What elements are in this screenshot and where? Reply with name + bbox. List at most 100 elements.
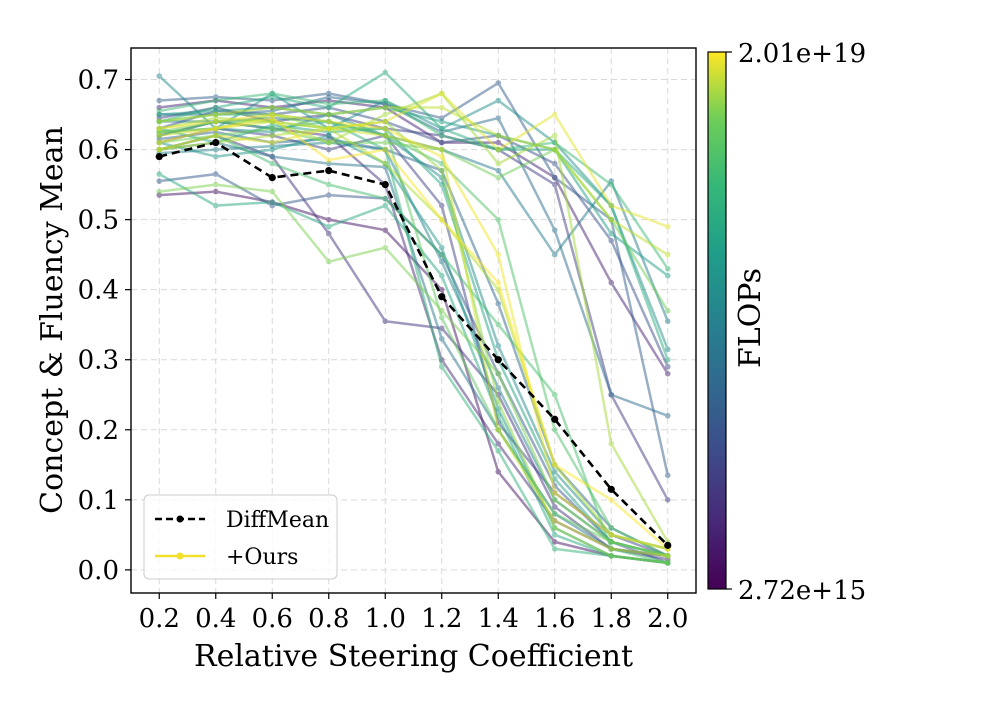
series-point xyxy=(495,279,502,286)
series-point xyxy=(156,178,163,184)
series-point xyxy=(551,251,558,258)
series-point xyxy=(608,440,615,447)
series-point xyxy=(156,132,163,139)
diffmean-point xyxy=(381,181,389,189)
series-point xyxy=(608,532,615,538)
x-axis-label: Relative Steering Coefficient xyxy=(194,639,633,674)
series-run-34 xyxy=(156,90,671,230)
series-point xyxy=(325,157,332,163)
series-point xyxy=(495,370,502,377)
series-point xyxy=(382,69,389,76)
series-point xyxy=(325,101,332,107)
series-point xyxy=(269,125,276,132)
x-axis-ticks: 0.2 0.4 0.6 0.8 1.0 1.2 1.4 1.6 1.8 2.0 xyxy=(139,593,688,634)
diffmean-point xyxy=(325,166,333,175)
series-point xyxy=(212,125,219,132)
legend-ours-label: +Ours xyxy=(226,545,298,570)
series-point xyxy=(325,258,332,265)
x-tick-label: 0.2 xyxy=(139,604,180,634)
series-point xyxy=(382,227,389,233)
series-point xyxy=(382,97,389,104)
series-point xyxy=(212,181,219,188)
x-tick-label: 2.0 xyxy=(647,604,688,634)
series-point xyxy=(438,335,445,342)
x-tick-label: 1.6 xyxy=(534,604,575,634)
series-point xyxy=(438,153,445,160)
series-point xyxy=(156,118,163,125)
series-line xyxy=(159,106,669,501)
diffmean-line xyxy=(158,141,669,547)
series-point xyxy=(382,318,389,325)
series-point xyxy=(325,216,332,223)
series-point xyxy=(382,195,389,202)
series-point xyxy=(495,384,502,391)
series-point xyxy=(269,139,276,146)
series-point xyxy=(438,258,445,265)
series-point xyxy=(664,370,671,377)
series-point xyxy=(608,497,615,503)
series-point xyxy=(382,160,389,167)
series-point xyxy=(212,202,219,209)
diffmean-point xyxy=(268,173,276,182)
series-point xyxy=(438,216,445,223)
series-point xyxy=(608,546,615,552)
series-point xyxy=(156,125,163,132)
y-tick-label: 0.1 xyxy=(78,486,119,516)
series-point xyxy=(495,469,502,475)
series-point xyxy=(551,426,558,433)
series-point xyxy=(495,440,502,447)
series-point xyxy=(325,223,332,230)
series-run-36 xyxy=(156,115,671,552)
series-point xyxy=(382,111,389,118)
y-tick-label: 0.4 xyxy=(78,276,119,306)
series-point xyxy=(608,181,615,188)
series-point xyxy=(438,244,445,251)
series-point xyxy=(551,532,558,538)
series-point xyxy=(551,111,558,118)
series-point xyxy=(495,174,502,181)
series-point xyxy=(156,188,163,195)
series-point xyxy=(269,115,276,121)
series-point xyxy=(382,125,389,132)
series-point xyxy=(438,314,445,321)
series-line xyxy=(158,92,669,228)
series-point xyxy=(495,97,502,104)
y-tick-label: 0.0 xyxy=(78,556,119,586)
series-line xyxy=(159,92,669,543)
series-point xyxy=(664,272,671,279)
series-point xyxy=(156,97,163,104)
series-point xyxy=(156,171,163,177)
series-point xyxy=(551,525,558,531)
series-point xyxy=(269,132,276,139)
series-point xyxy=(551,391,558,398)
legend-box xyxy=(143,494,338,580)
series-point xyxy=(551,462,558,468)
legend: DiffMean +Ours xyxy=(143,494,338,580)
series-point xyxy=(664,472,671,479)
plot-frame xyxy=(130,47,697,594)
series-point xyxy=(495,167,502,174)
y-axis-ticks: 0.0 0.1 0.2 0.3 0.4 0.5 0.6 0.7 xyxy=(78,66,131,586)
series-point xyxy=(495,426,502,433)
series-point xyxy=(382,104,389,111)
series-point xyxy=(438,167,445,174)
series-point xyxy=(495,132,502,139)
series-point xyxy=(269,146,276,153)
series-point xyxy=(495,300,502,307)
series-point xyxy=(156,108,163,114)
series-point xyxy=(495,160,502,167)
series-layer xyxy=(156,69,671,566)
series-point xyxy=(495,447,502,454)
series-point xyxy=(438,251,445,258)
series-point xyxy=(664,318,671,325)
series-point xyxy=(325,111,332,118)
series-run-5 xyxy=(156,104,671,503)
series-point xyxy=(608,216,615,223)
legend-diffmean-marker xyxy=(176,515,184,523)
series-point xyxy=(438,90,445,97)
series-point xyxy=(551,497,558,503)
series-point xyxy=(495,216,502,223)
series-run-35 xyxy=(156,111,671,552)
series-point xyxy=(664,307,671,314)
series-point xyxy=(156,139,163,146)
